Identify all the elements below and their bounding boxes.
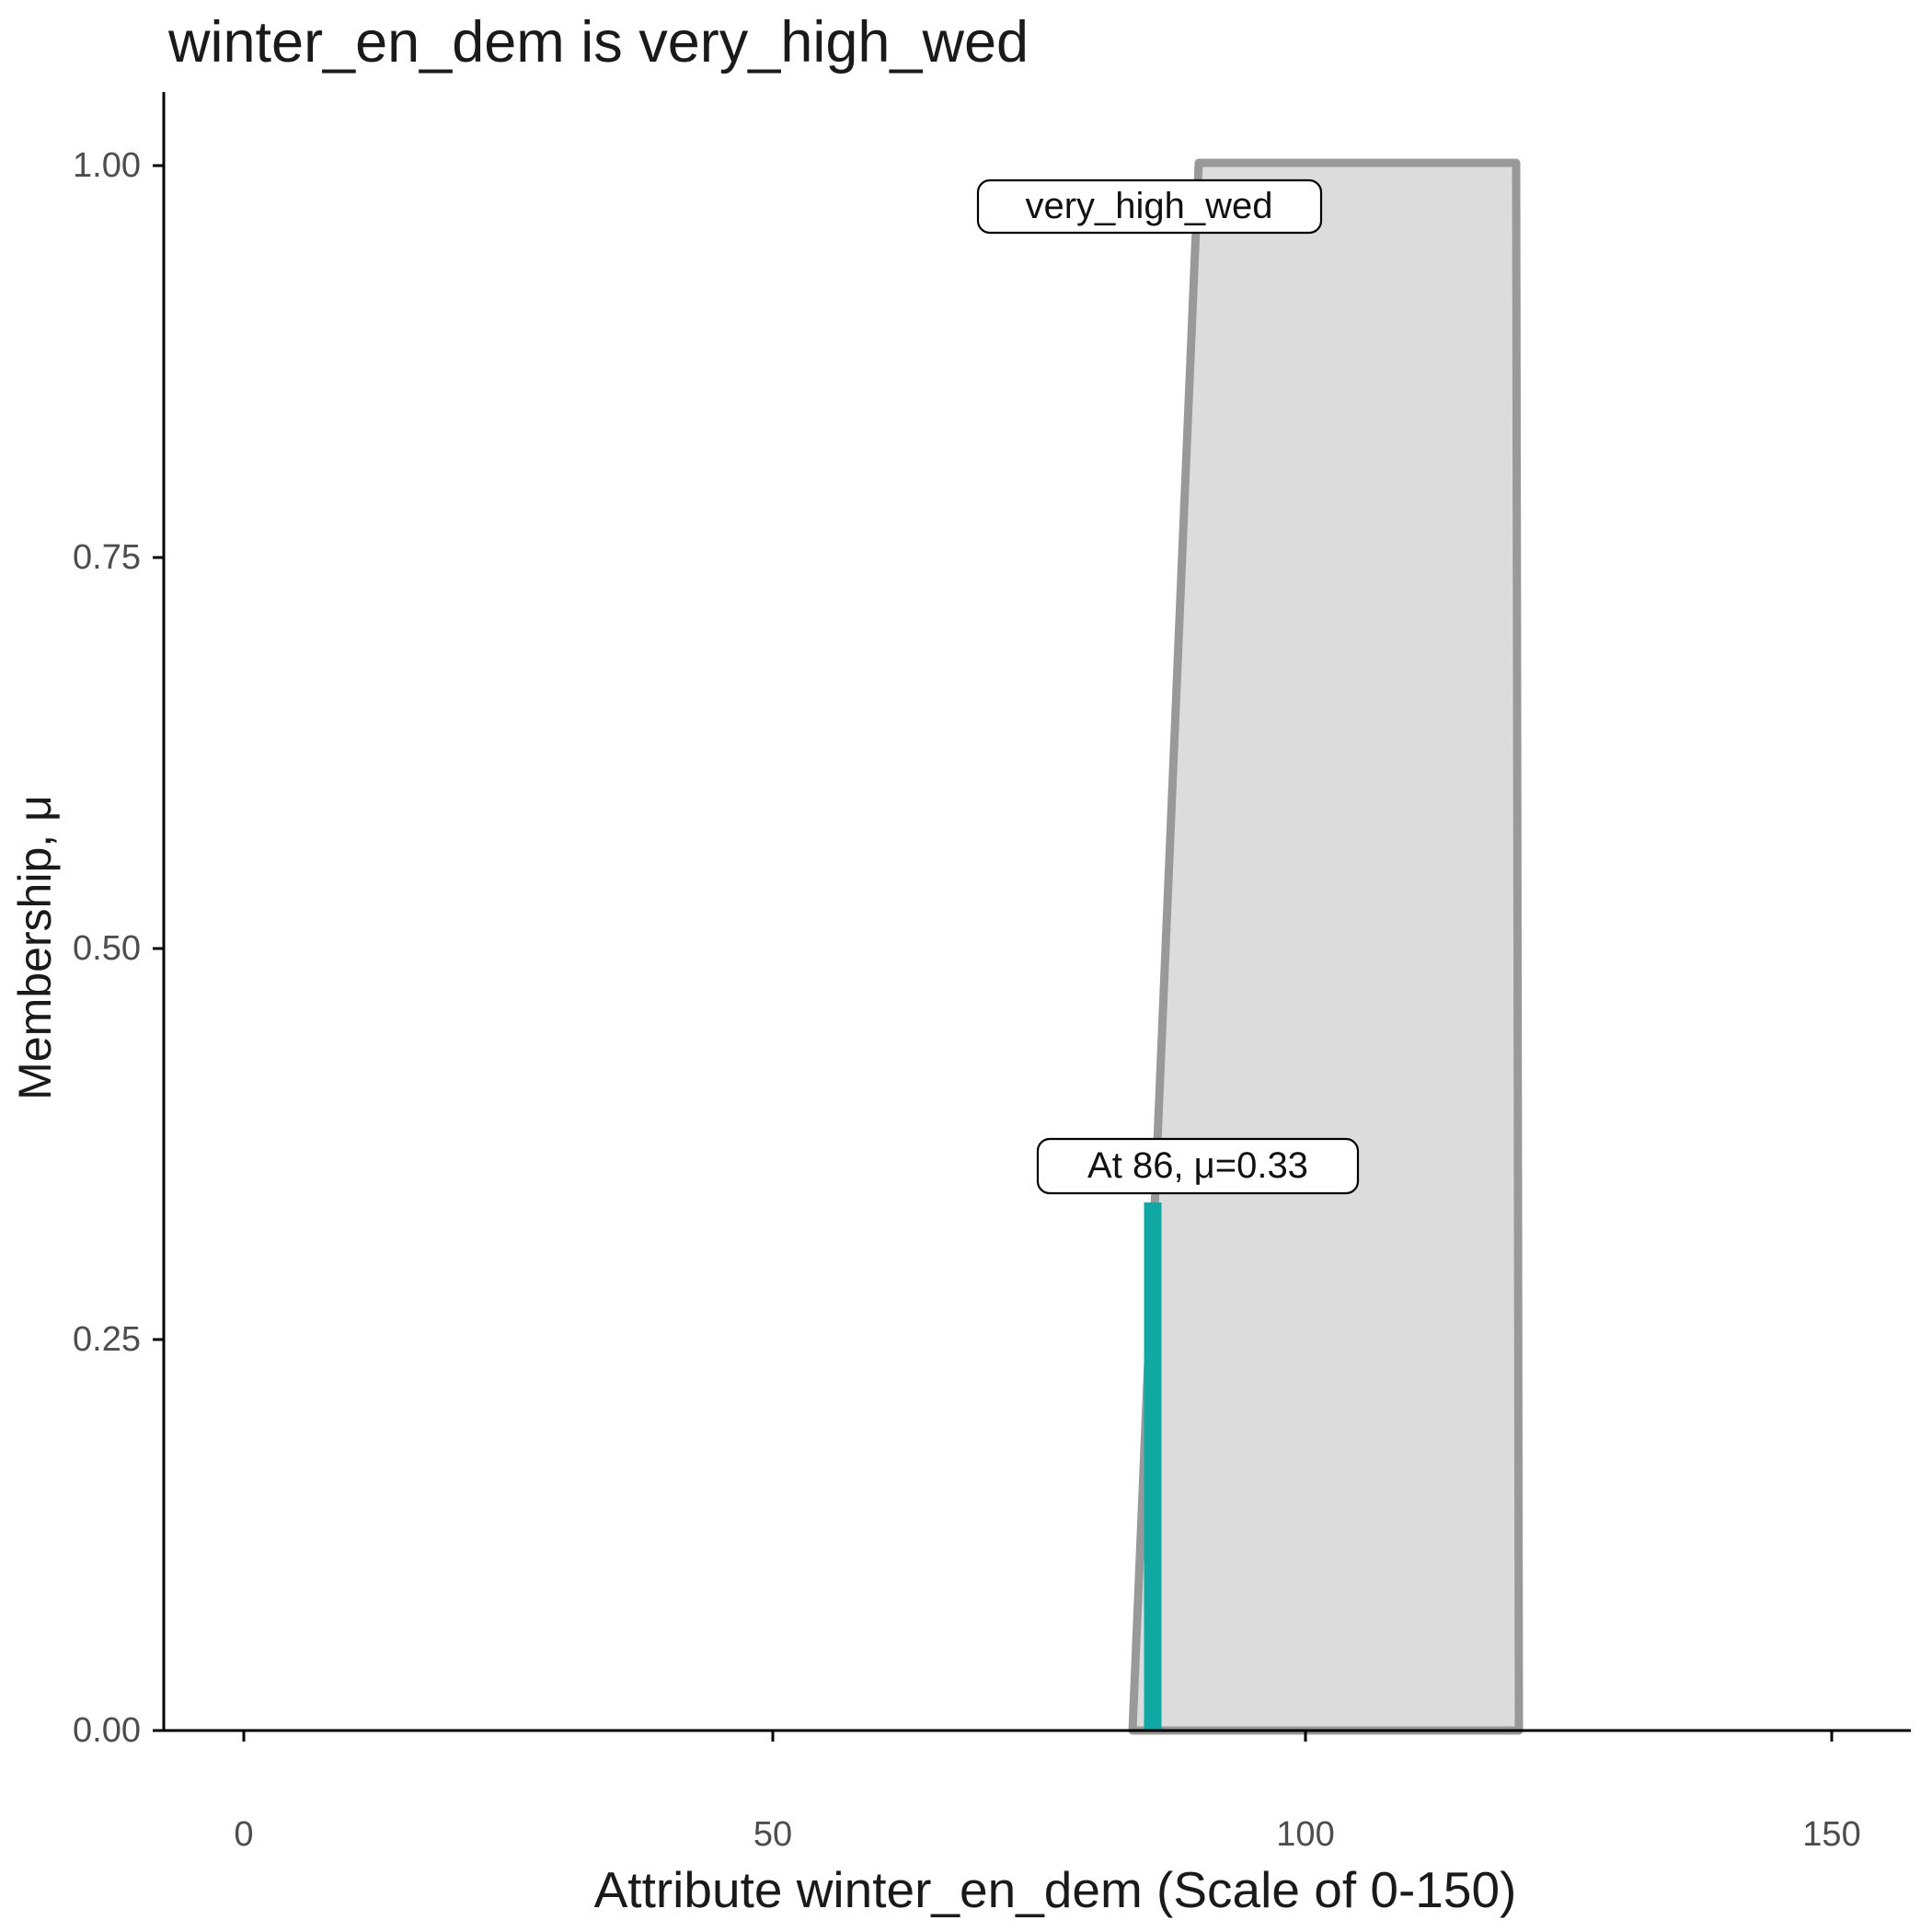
svg-text:0.50: 0.50 [73, 929, 141, 968]
svg-text:Attribute winter_en_dem (Scale: Attribute winter_en_dem (Scale of 0-150) [594, 1861, 1517, 1918]
svg-text:50: 50 [753, 1815, 792, 1854]
svg-text:150: 150 [1802, 1815, 1860, 1854]
svg-text:100: 100 [1276, 1815, 1334, 1854]
svg-text:Membership, μ: Membership, μ [9, 795, 61, 1100]
svg-text:At 86, μ=0.33: At 86, μ=0.33 [1087, 1145, 1308, 1186]
svg-text:1.00: 1.00 [73, 146, 141, 185]
svg-text:0.75: 0.75 [73, 538, 141, 577]
svg-text:0.00: 0.00 [73, 1711, 141, 1750]
svg-text:very_high_wed: very_high_wed [1025, 186, 1272, 226]
svg-text:0: 0 [234, 1815, 253, 1854]
svg-text:0.25: 0.25 [73, 1320, 141, 1359]
